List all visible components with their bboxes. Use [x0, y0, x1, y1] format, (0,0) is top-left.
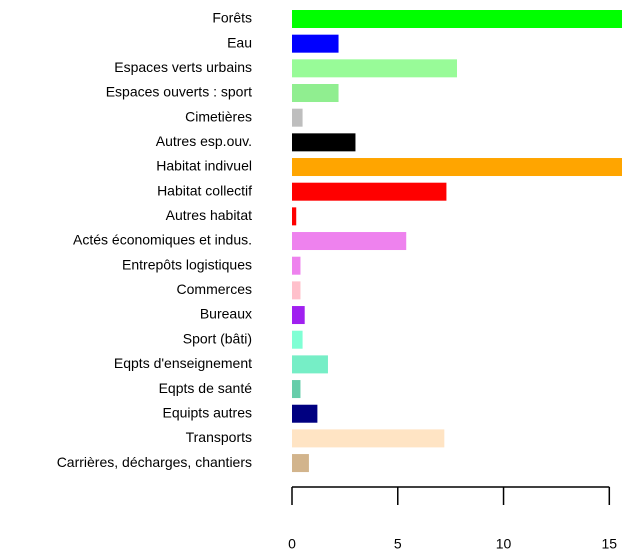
y-tick-label: Transports	[186, 429, 252, 445]
y-tick-label: Forêts	[212, 10, 252, 26]
y-tick-label: Eqpts de santé	[159, 380, 253, 396]
bar	[292, 380, 301, 399]
y-tick-label: Habitat indivuel	[156, 158, 252, 174]
bar	[292, 108, 303, 127]
y-tick-label: Cimetières	[185, 108, 252, 124]
bar	[292, 306, 305, 325]
bar	[292, 454, 309, 473]
y-tick-label: Eqpts d'enseignement	[114, 355, 252, 371]
bar	[292, 59, 457, 78]
y-tick-label: Espaces ouverts : sport	[106, 84, 252, 100]
bar	[292, 281, 301, 300]
y-tick-label: Sport (bâti)	[183, 330, 252, 346]
bar	[292, 429, 445, 448]
y-tick-label: Carrières, décharges, chantiers	[57, 454, 252, 470]
bar	[292, 404, 318, 423]
y-tick-label: Habitat collectif	[157, 182, 252, 198]
y-tick-label: Entrepôts logistiques	[122, 256, 252, 272]
y-tick-label: Actés économiques et indus.	[73, 232, 252, 248]
y-tick-label: Bureaux	[200, 306, 252, 322]
x-tick-label: 5	[394, 536, 402, 550]
x-tick-label: 10	[496, 536, 512, 550]
bar	[292, 330, 303, 349]
bar	[292, 355, 328, 374]
bar	[292, 256, 301, 275]
y-tick-label: Autres esp.ouv.	[156, 133, 252, 149]
bar	[292, 133, 356, 152]
bar	[292, 10, 622, 28]
bar	[292, 84, 339, 103]
x-tick-label: 15	[602, 536, 618, 550]
bar	[292, 182, 447, 201]
y-tick-label: Commerces	[177, 281, 252, 297]
y-tick-label: Eau	[227, 34, 252, 50]
y-tick-label: Espaces verts urbains	[114, 59, 252, 75]
bar	[292, 232, 407, 251]
bar	[292, 34, 339, 53]
x-tick-label: 0	[288, 536, 296, 550]
bar	[292, 207, 297, 226]
y-tick-label: Equipts autres	[163, 404, 253, 420]
y-tick-label: Autres habitat	[166, 207, 252, 223]
bar	[292, 158, 622, 177]
